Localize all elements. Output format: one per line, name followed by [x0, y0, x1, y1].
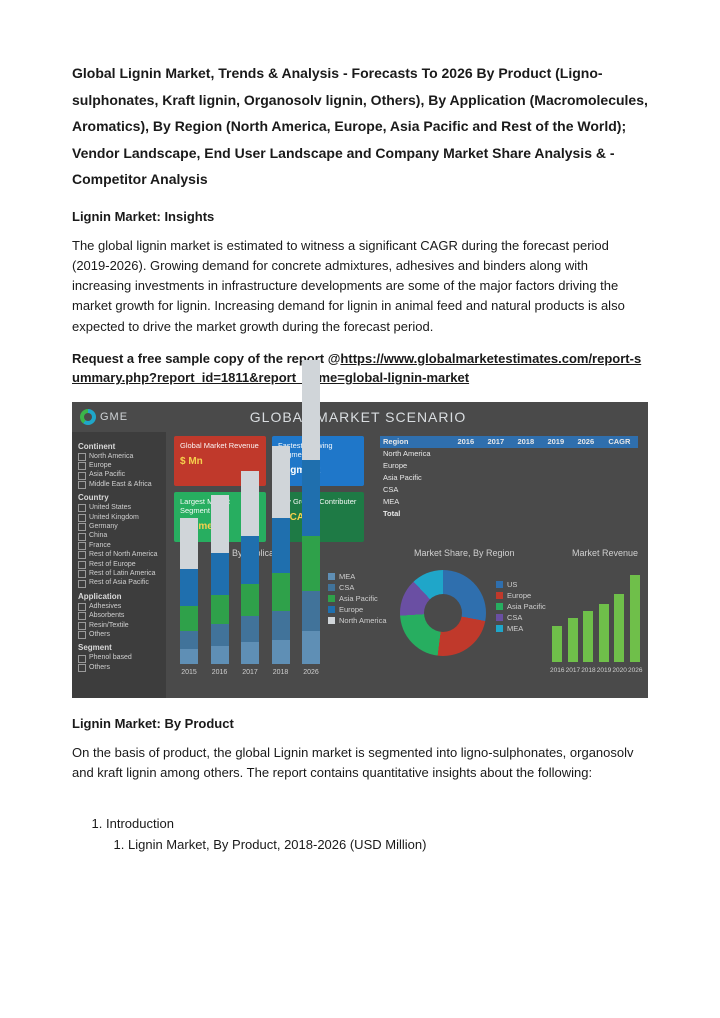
sidebar-item[interactable]: Asia Pacific: [78, 471, 160, 479]
checkbox-icon: [78, 561, 86, 569]
sidebar-item[interactable]: United Kingdom: [78, 514, 160, 522]
gme-logo: GME: [80, 409, 128, 425]
checkbox-icon: [78, 533, 86, 541]
checkbox-icon: [78, 631, 86, 639]
page-title: Global Lignin Market, Trends & Analysis …: [72, 60, 648, 193]
checkbox-icon: [78, 472, 86, 480]
sidebar-item[interactable]: North America: [78, 453, 160, 461]
rev-chart: 201620172018201920202026: [552, 566, 640, 674]
filter-sidebar: Continent North AmericaEuropeAsia Pacific…: [72, 432, 166, 698]
sidebar-item[interactable]: United States: [78, 504, 160, 512]
insights-heading: Lignin Market: Insights: [72, 209, 648, 224]
outline-list: Introduction Lignin Market, By Product, …: [72, 795, 648, 852]
sidebar-item[interactable]: Resin/Textile: [78, 622, 160, 630]
sidebar-item[interactable]: France: [78, 542, 160, 550]
sidebar-item[interactable]: China: [78, 532, 160, 540]
checkbox-icon: [78, 580, 86, 588]
sidebar-item[interactable]: Rest of North America: [78, 551, 160, 559]
globe-icon: [80, 409, 96, 425]
infographic: GME GLOBAL MARKET SCENARIO Continent Nort…: [72, 402, 648, 698]
share-title: Market Share, By Region: [414, 548, 515, 558]
logo-text: GME: [100, 411, 128, 423]
checkbox-icon: [78, 523, 86, 531]
sidebar-item[interactable]: Others: [78, 631, 160, 639]
checkbox-icon: [78, 542, 86, 550]
sidebar-group-heading: Segment: [78, 643, 160, 652]
insights-paragraph: The global lignin market is estimated to…: [72, 236, 648, 337]
share-donut: [400, 570, 486, 656]
byproduct-heading: Lignin Market: By Product: [72, 716, 648, 731]
sidebar-item[interactable]: Middle East & Africa: [78, 481, 160, 489]
byproduct-paragraph: On the basis of product, the global Lign…: [72, 743, 648, 783]
region-table: Region20162017201820192026CAGRNorth Amer…: [380, 436, 638, 520]
request-sample-line: Request a free sample copy of the report…: [72, 349, 648, 388]
checkbox-icon: [78, 655, 86, 663]
checkbox-icon: [78, 514, 86, 522]
checkbox-icon: [78, 570, 86, 578]
sidebar-item[interactable]: Rest of Asia Pacific: [78, 579, 160, 587]
sidebar-group-heading: Application: [78, 592, 160, 601]
sidebar-item[interactable]: Germany: [78, 523, 160, 531]
sidebar-item[interactable]: Adhesives: [78, 603, 160, 611]
sidebar-item[interactable]: Rest of Europe: [78, 561, 160, 569]
sidebar-item[interactable]: Absorbents: [78, 612, 160, 620]
share-legend: USEuropeAsia PacificCSAMEA: [496, 578, 546, 635]
checkbox-icon: [78, 603, 86, 611]
byapp-legend: MEACSAAsia PacificEuropeNorth America: [328, 570, 387, 627]
list-item: Lignin Market, By Product, 2018-2026 (US…: [128, 837, 648, 852]
sidebar-item[interactable]: Rest of Latin America: [78, 570, 160, 578]
byapp-chart: 20152016201720182026: [180, 564, 320, 676]
checkbox-icon: [78, 664, 86, 672]
list-item: Introduction Lignin Market, By Product, …: [106, 816, 648, 852]
checkbox-icon: [78, 504, 86, 512]
infographic-title: GLOBAL MARKET SCENARIO: [128, 409, 588, 425]
rev-title: Market Revenue: [572, 548, 638, 558]
checkbox-icon: [78, 462, 86, 470]
list-item: Introduction Lignin Market, By Product, …: [72, 795, 648, 852]
sidebar-group-heading: Continent: [78, 442, 160, 451]
sidebar-item[interactable]: Europe: [78, 462, 160, 470]
checkbox-icon: [78, 551, 86, 559]
sidebar-item[interactable]: Phenol based: [78, 654, 160, 662]
checkbox-icon: [78, 453, 86, 461]
checkbox-icon: [78, 612, 86, 620]
checkbox-icon: [78, 481, 86, 489]
sidebar-item[interactable]: Others: [78, 664, 160, 672]
checkbox-icon: [78, 622, 86, 630]
sidebar-group-heading: Country: [78, 493, 160, 502]
